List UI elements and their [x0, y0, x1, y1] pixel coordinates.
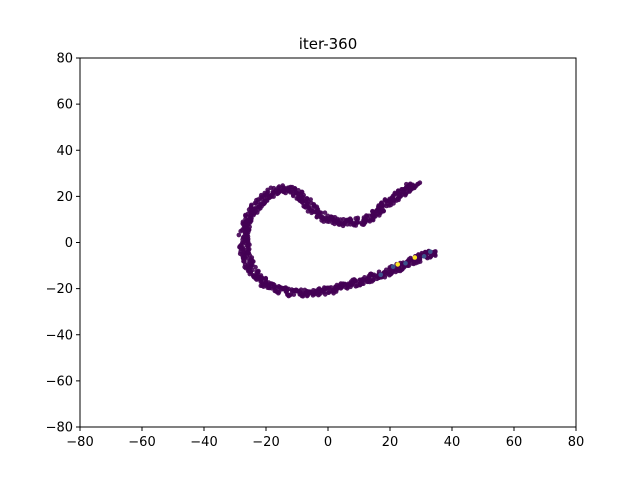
x-tick-label: 20	[382, 435, 399, 450]
scatter-point	[252, 200, 258, 206]
y-tick-label: −80	[46, 421, 73, 436]
scatter-points	[236, 180, 438, 299]
scatter-point	[359, 221, 365, 227]
scatter-point	[304, 196, 310, 201]
scatter-point	[361, 281, 366, 287]
scatter-point	[403, 260, 408, 266]
highlight-point	[395, 262, 401, 267]
scatter-point	[274, 191, 280, 197]
x-tick-label: 80	[568, 435, 585, 450]
y-tick-label: 40	[56, 144, 73, 159]
x-tick-label: −80	[66, 435, 93, 450]
y-tick-label: 80	[56, 52, 73, 67]
scatter-point	[236, 232, 242, 238]
y-tick-label: 20	[56, 190, 73, 205]
scatter-point	[390, 264, 396, 270]
x-tick-label: 40	[444, 435, 461, 450]
y-tick-label: −40	[46, 328, 73, 343]
scatter-point	[261, 284, 266, 289]
scatter-point	[322, 210, 328, 215]
scatter-point	[378, 272, 384, 278]
chart-title: iter-360	[299, 35, 358, 53]
x-tick-label: −60	[128, 435, 155, 450]
scatter-point	[308, 197, 313, 202]
x-tick-label: 60	[506, 435, 523, 450]
x-tick-label: −40	[190, 435, 217, 450]
scatter-point	[253, 264, 258, 270]
scatter-point	[428, 249, 433, 255]
scatter-point	[421, 254, 427, 259]
y-tick-label: 0	[65, 236, 73, 251]
scatter-point	[382, 198, 388, 203]
scatter-point	[295, 195, 301, 200]
scatter-point	[353, 278, 359, 284]
y-tick-label: 60	[56, 98, 73, 113]
scatter-point	[259, 196, 265, 202]
plot-frame	[79, 57, 577, 428]
scatter-point	[433, 249, 438, 254]
highlight-point	[412, 255, 418, 260]
scatter-point	[291, 292, 297, 297]
x-axis: −80 −60 −40 −20 0 20 40 60 80	[66, 427, 584, 450]
scatter-point	[298, 287, 304, 293]
scatter-point	[247, 271, 253, 277]
y-tick-label: −20	[46, 282, 73, 297]
scatter-point	[238, 228, 243, 234]
scatter-point	[299, 189, 305, 195]
scatter-point	[301, 203, 306, 209]
y-tick-label: −60	[46, 374, 73, 389]
x-tick-label: 0	[324, 435, 332, 450]
x-tick-label: −20	[252, 435, 279, 450]
y-axis: −80 −60 −40 −20 0 20 40 60 80	[46, 52, 80, 436]
